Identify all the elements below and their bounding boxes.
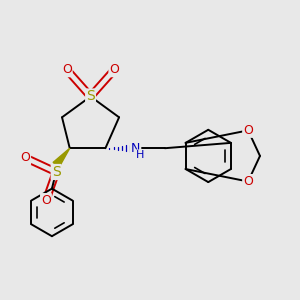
Text: S: S bbox=[86, 89, 95, 103]
Text: H: H bbox=[136, 150, 144, 160]
Polygon shape bbox=[53, 148, 70, 167]
Text: N: N bbox=[130, 142, 140, 155]
Text: O: O bbox=[41, 194, 51, 207]
Text: O: O bbox=[62, 63, 72, 76]
Text: O: O bbox=[243, 124, 253, 137]
Text: S: S bbox=[52, 165, 61, 179]
Text: O: O bbox=[110, 63, 119, 76]
Text: O: O bbox=[20, 151, 30, 164]
Text: O: O bbox=[243, 175, 253, 188]
